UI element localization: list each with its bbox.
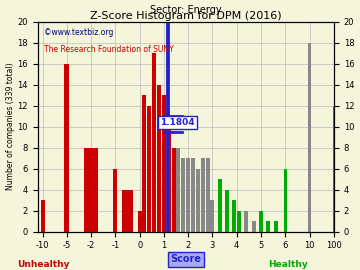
Bar bbox=[274, 221, 278, 232]
Bar bbox=[259, 211, 263, 232]
Bar bbox=[266, 221, 270, 232]
Bar bbox=[252, 221, 256, 232]
Bar bbox=[147, 106, 151, 232]
Text: Sector: Energy: Sector: Energy bbox=[150, 5, 222, 15]
Bar bbox=[186, 158, 190, 232]
Bar bbox=[138, 211, 141, 232]
Bar bbox=[218, 179, 222, 232]
Bar bbox=[167, 116, 171, 232]
Bar bbox=[211, 200, 215, 232]
Bar bbox=[232, 200, 236, 232]
Bar bbox=[225, 190, 229, 232]
Bar bbox=[308, 43, 311, 232]
Bar bbox=[84, 148, 98, 232]
Bar bbox=[122, 190, 133, 232]
Bar bbox=[143, 95, 147, 232]
Bar bbox=[113, 169, 117, 232]
Bar bbox=[41, 200, 45, 232]
Bar bbox=[237, 211, 241, 232]
Bar bbox=[201, 158, 205, 232]
Y-axis label: Number of companies (339 total): Number of companies (339 total) bbox=[5, 63, 14, 191]
Bar bbox=[162, 95, 166, 232]
Bar bbox=[191, 158, 195, 232]
Text: The Research Foundation of SUNY: The Research Foundation of SUNY bbox=[44, 45, 174, 54]
Bar bbox=[64, 64, 69, 232]
Text: Unhealthy: Unhealthy bbox=[17, 260, 69, 269]
X-axis label: Score: Score bbox=[170, 254, 201, 264]
Bar bbox=[172, 148, 176, 232]
Text: Healthy: Healthy bbox=[268, 260, 308, 269]
Bar bbox=[196, 169, 200, 232]
Text: ©www.textbiz.org: ©www.textbiz.org bbox=[44, 28, 113, 37]
Title: Z-Score Histogram for DPM (2016): Z-Score Histogram for DPM (2016) bbox=[90, 11, 282, 21]
Text: 1.1804: 1.1804 bbox=[160, 117, 195, 127]
Bar bbox=[284, 169, 287, 232]
Bar bbox=[157, 85, 161, 232]
Bar bbox=[244, 211, 248, 232]
Bar bbox=[206, 158, 210, 232]
Bar bbox=[152, 53, 156, 232]
Bar bbox=[181, 158, 185, 232]
Bar bbox=[176, 148, 180, 232]
Bar bbox=[166, 22, 170, 232]
